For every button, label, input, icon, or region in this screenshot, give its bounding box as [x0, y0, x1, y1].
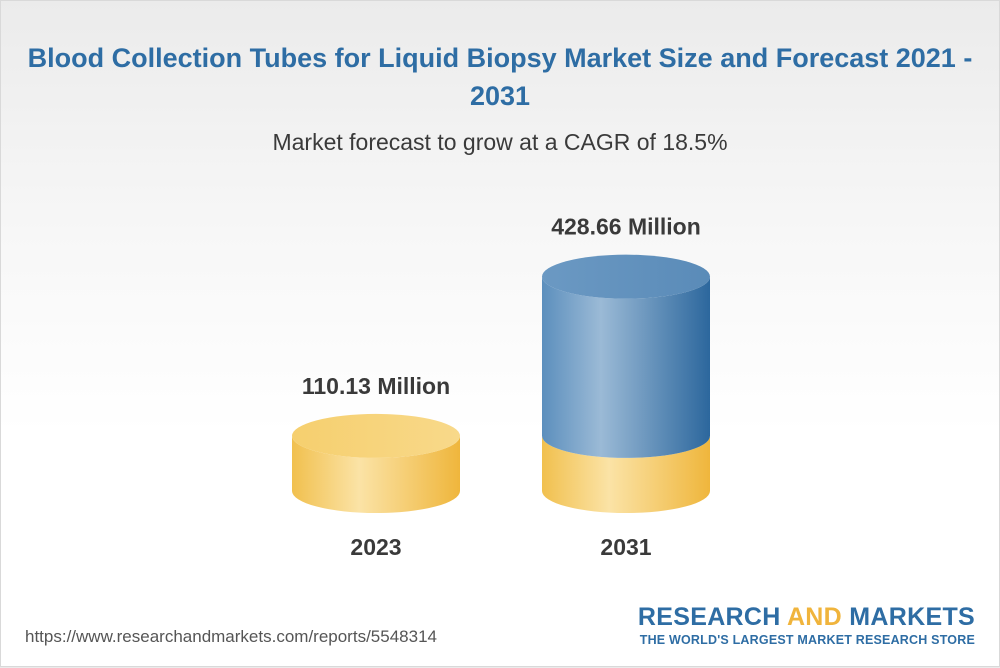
chart-title: Blood Collection Tubes for Liquid Biopsy… — [27, 43, 973, 111]
logo-tagline: THE WORLD'S LARGEST MARKET RESEARCH STOR… — [639, 633, 975, 647]
logo-wordmark: RESEARCH AND MARKETS — [638, 603, 975, 631]
logo-word-markets: MARKETS — [849, 603, 975, 631]
cylinder-growth-side-1 — [542, 276, 710, 458]
chart-subtitle: Market forecast to grow at a CAGR of 18.… — [272, 129, 728, 155]
report-url[interactable]: https://www.researchandmarkets.com/repor… — [25, 627, 437, 646]
cylinder-base-side-0 — [292, 435, 460, 513]
logo-word-and: AND — [786, 603, 843, 631]
cylinder-top-1 — [542, 254, 710, 299]
category-label-2031: 2031 — [600, 534, 651, 560]
logo-word-research: RESEARCH — [637, 603, 781, 631]
data-label-2023: 110.13 Million — [302, 373, 450, 399]
category-label-2023: 2023 — [350, 534, 401, 560]
cylinder-base-side-1 — [542, 435, 710, 513]
data-label-2031: 428.66 Million — [551, 214, 701, 240]
brand-logo: RESEARCH AND MARKETS THE WORLD'S LARGEST… — [638, 603, 975, 647]
cylinder-top-0 — [292, 413, 460, 458]
